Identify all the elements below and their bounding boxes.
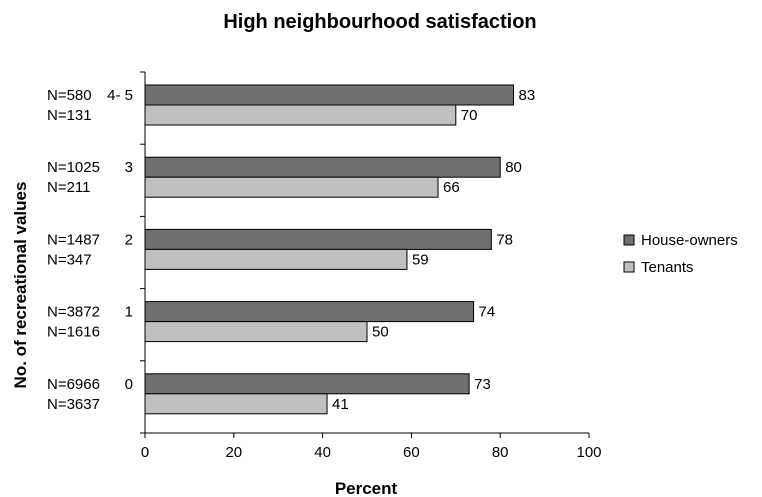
bar-house-owners	[144, 84, 515, 106]
bar-value-label: 70	[461, 107, 478, 124]
x-tick-label: 100	[576, 444, 601, 461]
n-label: N=580	[47, 87, 92, 104]
bar-tenants	[144, 104, 457, 126]
n-label: N=3637	[47, 396, 100, 413]
bar-value-label: 50	[372, 324, 389, 341]
n-label: N=211	[47, 179, 91, 196]
bar-value-label: 59	[412, 251, 429, 268]
x-tick-label: 40	[314, 444, 331, 461]
category-label: 2	[125, 231, 133, 248]
y-axis-title: No. of recreational values	[11, 182, 30, 389]
category-label: 3	[125, 159, 133, 176]
category-label: 4- 5	[107, 87, 133, 104]
legend-box	[616, 224, 760, 280]
n-label: N=3872	[47, 304, 100, 321]
n-label: N=1616	[47, 324, 100, 341]
bar-value-label: 83	[519, 87, 536, 104]
bar-value-label: 74	[479, 304, 496, 321]
x-tick-label: 0	[141, 444, 149, 461]
bar-tenants	[144, 393, 328, 415]
bar-house-owners	[144, 301, 475, 323]
bar-house-owners	[144, 228, 492, 250]
n-label: N=1025	[47, 159, 100, 176]
category-label: 0	[125, 376, 133, 393]
bar-house-owners	[144, 156, 501, 178]
bar-value-label: 78	[496, 231, 513, 248]
bar-tenants	[144, 176, 439, 198]
x-tick-label: 80	[492, 444, 509, 461]
bar-value-label: 66	[443, 179, 460, 196]
legend: House-owners Tenants	[616, 224, 760, 280]
legend-swatch	[623, 234, 635, 246]
x-axis-title: Percent	[335, 479, 398, 497]
bar-value-label: 41	[332, 396, 349, 413]
n-label: N=6966	[47, 376, 100, 393]
bar-value-label: 73	[474, 376, 491, 393]
legend-swatch	[623, 261, 635, 273]
bar-tenants	[144, 248, 408, 270]
n-label: N=347	[47, 251, 92, 268]
n-label: N=1487	[47, 231, 100, 248]
n-label: N=131	[47, 107, 92, 124]
x-tick-label: 60	[403, 444, 420, 461]
bar-value-label: 80	[505, 159, 522, 176]
bar-house-owners	[144, 373, 470, 395]
legend-label: House-owners	[641, 232, 738, 249]
chart-title: High neighbourhood satisfaction	[223, 11, 536, 33]
legend-label: Tenants	[641, 259, 694, 276]
x-tick-label: 20	[225, 444, 242, 461]
bar-tenants	[144, 321, 368, 343]
category-label: 1	[125, 304, 133, 321]
